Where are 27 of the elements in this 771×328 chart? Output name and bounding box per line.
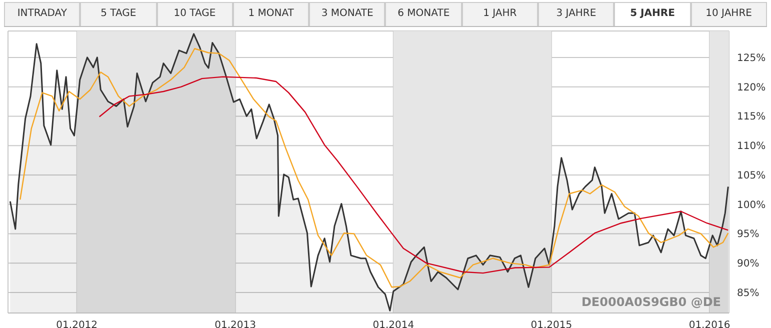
y-tick-label: 105%	[737, 170, 766, 182]
y-tick-label: 115%	[737, 112, 766, 123]
x-tick-label: 01.2015	[530, 320, 572, 328]
tab-button[interactable]: 1 JAHR	[462, 2, 538, 26]
line-series	[98, 76, 729, 274]
tab-button[interactable]: 1 MONAT	[232, 2, 310, 26]
tab-button[interactable]: 10 JAHRE	[690, 2, 767, 26]
annotation: DE000A0S9GB0 @DE	[581, 295, 721, 309]
x-tick-label: 01.2013	[214, 320, 256, 328]
tab-button[interactable]: 10 TAGE	[156, 2, 233, 26]
y-tick-label: 120%	[737, 82, 766, 94]
y-tick-label: 85%	[737, 288, 760, 299]
x-tick-label: 01.2012	[56, 320, 98, 328]
y-tick-label: 90%	[737, 258, 760, 270]
tab-button[interactable]: 5 TAGE	[80, 2, 157, 26]
y-tick-label: 100%	[737, 200, 766, 211]
tab-button[interactable]: 5 JAHRE	[614, 2, 691, 26]
y-tick-label: 125%	[737, 52, 766, 64]
y-tick-label: 95%	[737, 229, 760, 240]
tab-button[interactable]: 6 MONATE	[385, 2, 462, 26]
line-series	[20, 48, 729, 288]
tab-button[interactable]: INTRADAY	[4, 2, 80, 26]
tab-button[interactable]: 3 MONATE	[309, 2, 386, 26]
x-tick-label: 01.2014	[372, 320, 414, 328]
tab-button[interactable]: 3 JAHRE	[538, 2, 614, 26]
y-tick-label: 110%	[737, 141, 766, 152]
x-tick-label: 01.2016	[688, 320, 730, 328]
